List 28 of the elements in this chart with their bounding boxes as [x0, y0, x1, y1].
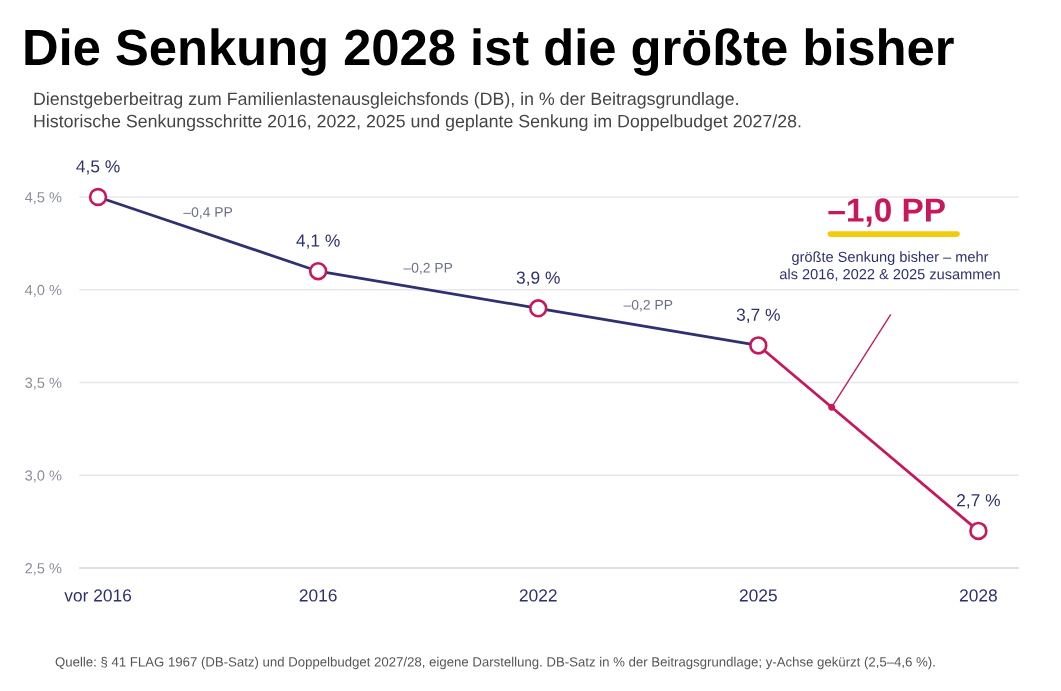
annotation: größte Senkung bisher – mehr als 2016, 2022 & 2025 zusammen [779, 251, 1000, 282]
data-label: 4,1 % [296, 234, 340, 249]
y-tick-label: 3,0 % [25, 470, 62, 483]
source-note: Quelle: § 41 FLAG 1967 (DB-Satz) und Doppelbudget 2027/28, eigene Darstellung. DB-Satz in % der Beitragsgrundlage; y-Achse gekürzt (2,5–4,6 %). [55, 656, 935, 670]
x-tick-label: vor 2016 [64, 589, 132, 602]
y-tick-label: 4,5 % [24, 192, 62, 205]
point [528, 299, 548, 318]
y-tick-label: 3,5 % [25, 377, 62, 390]
x-tick-label: 2016 [299, 589, 337, 602]
data-label: 2,7 % [957, 494, 1000, 509]
point [88, 187, 108, 207]
x-tick-label: 2028 [959, 589, 997, 602]
y-tick-label: 4,0 % [24, 284, 62, 297]
annotation: –0,2 PP [403, 262, 453, 275]
data-label: 3,9 % [516, 271, 560, 286]
x-tick-label: 2022 [519, 589, 557, 602]
y-tick-label: 2,5 % [25, 563, 62, 576]
x-tick-label: 2025 [739, 589, 777, 602]
point [969, 521, 988, 541]
annotation: –0,2 PP [623, 299, 673, 312]
chart-subtitle: Dienstgeberbeitrag zum Familienlastenausgleichsfonds (DB), in % der Beitragsgrundlage. Historische Senkungsschritte 2016, 2022, 2025 und geplante Senkung im Doppelbudget 2027/28. [34, 92, 801, 131]
annotation: –0,4 PP [183, 207, 233, 219]
data-label: 3,7 % [736, 308, 780, 323]
point [308, 261, 328, 281]
annotation: –1,0 PP [828, 198, 945, 227]
data-label: 4,5 % [76, 160, 120, 175]
chart-title: Die Senkung 2028 ist die größte bisher [25, 28, 954, 76]
point [749, 336, 768, 355]
